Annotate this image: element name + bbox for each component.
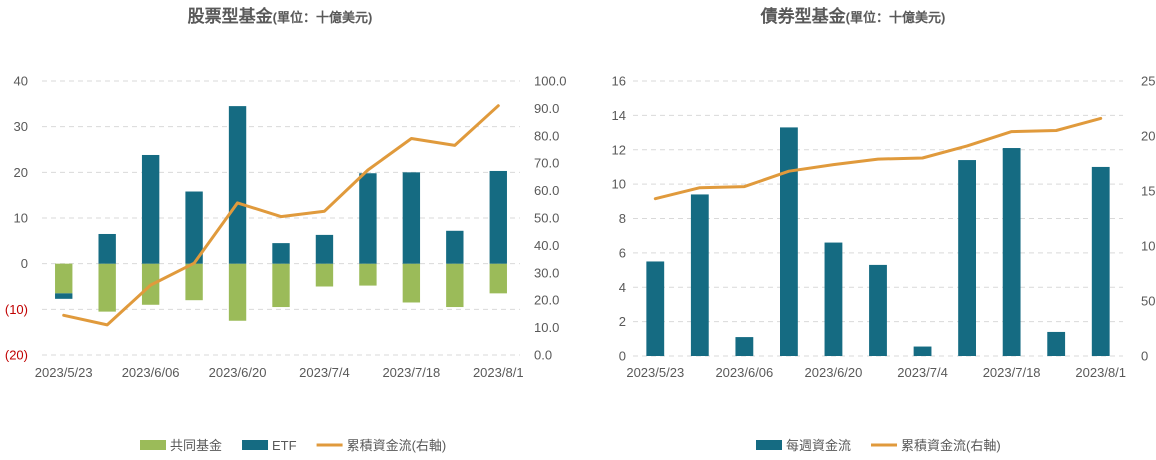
y-left-tick-label: 0: [619, 349, 626, 364]
x-tick-label: 2023/6/06: [122, 365, 180, 380]
y-right-tick-label: 100: [1141, 239, 1156, 254]
x-tick-label: 2023/5/23: [35, 365, 93, 380]
bond-fund-chart-panel: 債券型基金(單位：十億美元) 0 2 4 6 8 10 12 14 16 0 50 100 150 200 2…: [578, 0, 1156, 455]
y-left-tick-label: 14: [612, 108, 626, 123]
bar: [1047, 331, 1066, 356]
bar: [315, 234, 334, 264]
x-tick-label: 2023/6/06: [715, 365, 773, 380]
bond-fund-chart: 債券型基金(單位：十億美元) 0 2 4 6 8 10 12 14 16 0 50 100 150 200 2…: [612, 6, 1156, 453]
y-left-tick-label: 40: [14, 74, 28, 89]
y-left-tick-label: 20: [14, 165, 28, 180]
legend-swatch: [140, 440, 166, 450]
bar: [1091, 166, 1110, 356]
bar: [141, 154, 160, 264]
y-right-tick-label: 20.0: [534, 293, 559, 308]
y-right-tick-label: 90.0: [534, 101, 559, 116]
chart-title-main: 股票型基金: [188, 6, 274, 26]
y-right-tick-label: 80.0: [534, 128, 559, 143]
bar: [272, 243, 290, 264]
bar: [446, 230, 464, 264]
bar: [735, 337, 754, 356]
x-tick-label: 2023/6/20: [209, 365, 267, 380]
bar: [228, 263, 247, 321]
x-tick-label: 2023/7/18: [382, 365, 440, 380]
bar: [402, 263, 421, 303]
bar: [359, 263, 377, 286]
y-left-tick-label: 6: [619, 245, 626, 260]
x-tick-label: 2023/7/18: [983, 365, 1041, 380]
legend-swatch: [242, 440, 269, 450]
y-right-tick-label: 70.0: [534, 156, 559, 171]
legend-label: 共同基金: [170, 438, 222, 453]
x-tick-label: 2023/8/1: [473, 365, 524, 380]
bar: [690, 194, 709, 356]
legend-swatch: [756, 440, 782, 450]
chart-title-main: 債券型基金: [760, 6, 847, 26]
bar: [315, 263, 334, 287]
y-right-tick-label: 30.0: [534, 265, 559, 280]
y-left-tick-label: 4: [619, 280, 626, 295]
legend-label: ETF: [272, 438, 297, 453]
x-tick-label: 2023/5/23: [626, 365, 684, 380]
bar: [780, 127, 798, 356]
bar: [185, 191, 203, 264]
y-left-tick-label: 12: [612, 142, 626, 157]
y-left-tick-label: 16: [612, 74, 626, 89]
x-tick-label: 2023/8/1: [1075, 365, 1126, 380]
x-tick-label: 2023/6/20: [805, 365, 863, 380]
y-right-tick-label: 250: [1141, 74, 1156, 89]
bar: [1002, 148, 1021, 356]
y-left-tick-label: (10): [5, 302, 28, 317]
bar: [646, 261, 665, 356]
bar: [446, 263, 464, 308]
y-left-tick-label: 30: [14, 119, 28, 134]
y-right-tick-label: 100.0: [534, 74, 567, 89]
x-tick-label: 2023/7/4: [897, 365, 948, 380]
y-right-tick-label: 60.0: [534, 183, 559, 198]
y-left-tick-label: (20): [5, 348, 28, 363]
y-right-tick-label: 150: [1141, 184, 1156, 199]
bar: [869, 264, 887, 356]
y-right-tick-label: 0.0: [534, 348, 552, 363]
chart-title-unit: (單位：十億美元): [846, 10, 946, 25]
cumulative-flow-line: [653, 116, 1103, 201]
y-left-tick-label: 0: [21, 256, 28, 271]
bar: [228, 106, 247, 264]
bar: [913, 346, 932, 356]
legend-label: 每週資金流: [786, 438, 851, 453]
y-right-tick-label: 40.0: [534, 238, 559, 253]
bar: [359, 173, 377, 264]
cumulative-flow-line: [62, 104, 500, 327]
bar: [489, 170, 507, 264]
y-left-tick-label: 10: [14, 211, 28, 226]
equity-fund-chart: 股票型基金(單位：十億美元) (20) (10) 0 10 20 30 40 0.0 10.0 20…: [5, 6, 567, 453]
legend-label: 累積資金流(右軸): [901, 438, 1001, 453]
y-right-tick-label: 50.0: [534, 211, 559, 226]
y-right-tick-label: 0: [1141, 349, 1148, 364]
chart-title: 股票型基金(單位：十億美元): [188, 6, 373, 26]
bar: [402, 172, 421, 264]
legend-label: 累積資金流(右軸): [347, 438, 447, 453]
bar: [958, 160, 976, 356]
x-tick-label: 2023/7/4: [299, 365, 350, 380]
bar: [489, 263, 507, 294]
bar: [98, 233, 116, 264]
bar: [272, 263, 290, 308]
y-left-tick-label: 10: [612, 177, 626, 192]
bar: [98, 263, 116, 312]
y-left-tick-label: 2: [619, 314, 626, 329]
equity-fund-chart-panel: 股票型基金(單位：十億美元) (20) (10) 0 10 20 30 40 0.0 10.0 20…: [0, 0, 578, 455]
bar: [824, 242, 843, 356]
y-left-tick-label: 8: [619, 211, 626, 226]
y-right-tick-label: 10.0: [534, 320, 559, 335]
chart-title: 債券型基金(單位：十億美元): [760, 6, 946, 26]
chart-title-unit: (單位：十億美元): [273, 10, 373, 25]
y-right-tick-label: 200: [1141, 129, 1156, 144]
bar: [55, 263, 73, 294]
y-right-tick-label: 50: [1141, 294, 1155, 309]
bar: [55, 293, 73, 299]
bar: [185, 263, 203, 301]
